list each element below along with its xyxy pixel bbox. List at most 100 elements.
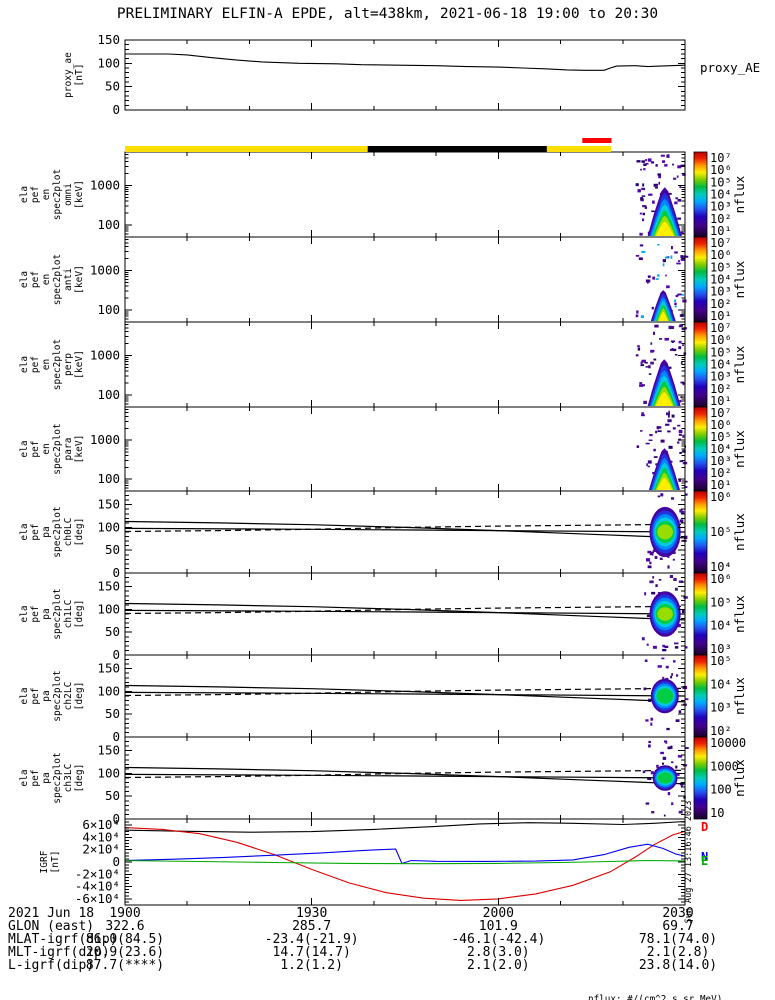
svg-text:10²: 10² (710, 724, 732, 738)
panel-en_para: 1000 100 ela pef en spec2plot para [keV] (19, 406, 688, 492)
svg-text:ela: ela (19, 523, 30, 540)
svg-text:2021 Jun 18: 2021 Jun 18 (8, 906, 94, 921)
svg-text:10¹: 10¹ (710, 309, 732, 323)
svg-text:10³: 10³ (710, 200, 732, 214)
svg-text:10⁷: 10⁷ (710, 151, 732, 165)
svg-text:10⁵: 10⁵ (710, 595, 732, 609)
svg-text:10⁶: 10⁶ (710, 418, 732, 432)
svg-text:1900: 1900 (109, 906, 140, 921)
svg-text:50: 50 (105, 79, 120, 94)
svg-text:10⁵: 10⁵ (710, 525, 732, 539)
svg-text:nflux: nflux (732, 677, 747, 715)
svg-text:10⁶: 10⁶ (710, 333, 732, 347)
svg-text:spec2plot: spec2plot (52, 752, 63, 803)
svg-text:ela: ela (19, 769, 30, 786)
svg-text:10⁵: 10⁵ (710, 260, 732, 274)
svg-text:10⁷: 10⁷ (710, 236, 732, 250)
svg-text:100: 100 (97, 519, 120, 534)
svg-text:50: 50 (105, 788, 120, 803)
svg-text:1000: 1000 (90, 177, 120, 192)
svg-text:1000: 1000 (90, 432, 120, 447)
svg-text:10⁵: 10⁵ (710, 345, 732, 359)
svg-text:en: en (41, 189, 52, 200)
svg-text:MLAT-igrf(dip): MLAT-igrf(dip) (8, 932, 118, 947)
svg-text:10²: 10² (710, 297, 732, 311)
panel-ch2lc: 0 50 100 150 ela pef pa spec2plot ch2LC [deg] (19, 654, 689, 744)
svg-text:100: 100 (97, 601, 120, 616)
svg-text:150: 150 (97, 579, 120, 594)
svg-text:87.7(****): 87.7(****) (86, 958, 164, 973)
svg-text:0: 0 (112, 565, 120, 580)
svg-text:ela: ela (19, 605, 30, 622)
svg-text:10³: 10³ (710, 642, 732, 656)
panel-ch0lc: 0 50 100 150 ela pef pa spec2plot ch0LC [deg] (19, 490, 688, 580)
svg-text:D: D (701, 820, 708, 834)
svg-text:100: 100 (97, 683, 120, 698)
svg-text:10³: 10³ (710, 454, 732, 468)
svg-text:20.9(23.6): 20.9(23.6) (86, 945, 164, 960)
svg-text:pef: pef (30, 687, 41, 704)
svg-text:-6×10⁴: -6×10⁴ (75, 891, 120, 906)
panel-en_omni: 1000 100 ela pef en spec2plot omni [keV] (19, 151, 686, 238)
svg-text:[nT]: [nT] (74, 64, 85, 87)
svg-text:2.1(2.0): 2.1(2.0) (467, 958, 530, 973)
svg-text:ela: ela (19, 356, 30, 373)
svg-text:10⁶: 10⁶ (710, 490, 732, 504)
panel-ch1lc: 0 50 100 150 ela pef pa spec2plot ch1LC [deg] (19, 572, 688, 662)
svg-text:0: 0 (112, 729, 120, 744)
svg-text:-23.4(-21.9): -23.4(-21.9) (265, 932, 359, 947)
svg-text:[nT]: [nT] (50, 851, 61, 874)
svg-text:150: 150 (97, 497, 120, 512)
footer-notes: nflux: #/(cm^2 s sr MeV) Created: Sun Au… (588, 971, 773, 1000)
svg-text:proxy_AE: proxy_AE (700, 60, 760, 75)
svg-text:78.1(74.0): 78.1(74.0) (639, 932, 717, 947)
svg-text:10⁴: 10⁴ (710, 273, 732, 287)
svg-text:pef: pef (30, 605, 41, 622)
svg-text:spec2plot: spec2plot (52, 506, 63, 557)
status-bars (125, 138, 612, 152)
svg-text:nflux: nflux (732, 175, 747, 213)
svg-text:N: N (701, 850, 708, 864)
svg-text:150: 150 (97, 743, 120, 758)
svg-text:50: 50 (105, 706, 120, 721)
svg-text:50: 50 (105, 624, 120, 639)
svg-text:nflux: nflux (732, 260, 747, 298)
svg-text:pef: pef (30, 523, 41, 540)
svg-text:ch1LC: ch1LC (63, 600, 74, 629)
svg-text:10⁷: 10⁷ (710, 321, 732, 335)
svg-text:[deg]: [deg] (74, 682, 85, 711)
svg-text:pef: pef (30, 186, 41, 203)
svg-text:ch2LC: ch2LC (63, 682, 74, 711)
svg-text:10⁴: 10⁴ (710, 188, 732, 202)
svg-text:10⁴: 10⁴ (710, 677, 732, 691)
svg-text:spec2plot: spec2plot (52, 670, 63, 721)
svg-text:10¹: 10¹ (710, 394, 732, 408)
svg-text:10²: 10² (710, 212, 732, 226)
svg-text:ela: ela (19, 687, 30, 704)
svg-text:10³: 10³ (710, 285, 732, 299)
svg-text:23.8(14.0): 23.8(14.0) (639, 958, 717, 973)
svg-text:86.0(84.5): 86.0(84.5) (86, 932, 164, 947)
svg-text:[deg]: [deg] (74, 600, 85, 629)
svg-text:[keV]: [keV] (74, 350, 85, 379)
svg-text:0: 0 (112, 647, 120, 662)
svg-text:6×10⁴: 6×10⁴ (82, 817, 120, 832)
svg-text:spec2plot: spec2plot (52, 423, 63, 474)
svg-text:1000: 1000 (90, 347, 120, 362)
svg-text:ela: ela (19, 440, 30, 457)
svg-text:2.1(2.8): 2.1(2.8) (647, 945, 710, 960)
plot-title: PRELIMINARY ELFIN-A EPDE, alt=438km, 202… (116, 6, 659, 22)
svg-text:pef: pef (30, 440, 41, 457)
svg-text:10⁵: 10⁵ (710, 175, 732, 189)
svg-text:4×10⁴: 4×10⁴ (82, 829, 120, 844)
svg-text:pef: pef (30, 271, 41, 288)
svg-text:perp: perp (63, 353, 74, 376)
svg-text:2×10⁴: 2×10⁴ (82, 842, 120, 857)
